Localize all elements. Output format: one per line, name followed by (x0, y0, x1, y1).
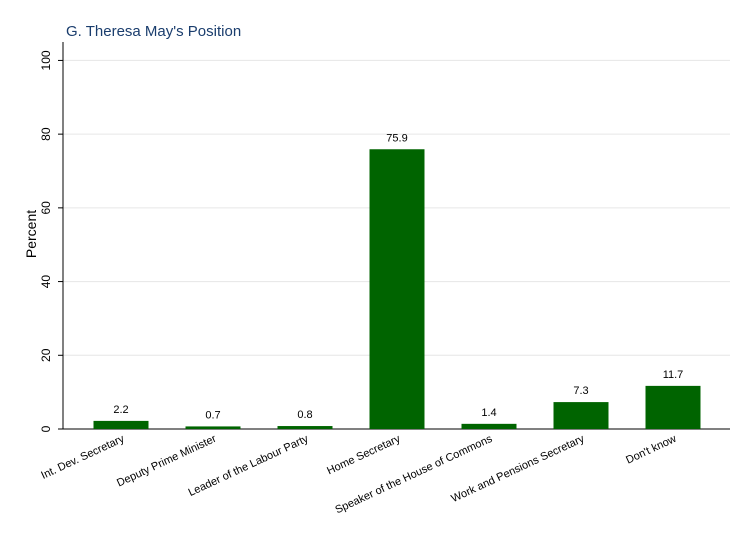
bar (553, 402, 609, 429)
y-tick-label: 40 (39, 275, 53, 289)
y-tick-label: 60 (39, 201, 53, 215)
y-tick-label: 0 (39, 425, 53, 432)
bar (93, 420, 149, 429)
bar (277, 426, 333, 429)
category-label: Home Secretary (325, 433, 403, 478)
data-label: 7.3 (573, 385, 588, 397)
data-label: 2.2 (113, 404, 128, 416)
data-label: 0.8 (297, 409, 312, 421)
bar (369, 149, 425, 430)
data-label: 75.9 (386, 132, 407, 144)
category-label: Int. Dev. Secretary (39, 433, 126, 482)
y-axis-ticks: 0 20 40 60 80 100 (39, 50, 63, 432)
data-labels: 2.2 0.7 0.8 75.9 1.4 7.3 11.7 (113, 132, 683, 421)
bars (93, 149, 701, 430)
bar (645, 385, 701, 429)
y-axis-label: Percent (23, 210, 39, 258)
data-label: 0.7 (205, 409, 220, 421)
bar (461, 423, 517, 429)
data-label: 11.7 (663, 369, 684, 381)
category-label: Don't know (624, 433, 678, 467)
chart-title: G. Theresa May's Position (66, 23, 241, 40)
y-tick-label: 20 (39, 348, 53, 362)
y-tick-label: 100 (39, 50, 53, 70)
category-label: Speaker of the House of Commons (333, 433, 494, 517)
bar (185, 426, 241, 429)
data-label: 1.4 (481, 407, 496, 419)
y-tick-label: 80 (39, 127, 53, 141)
